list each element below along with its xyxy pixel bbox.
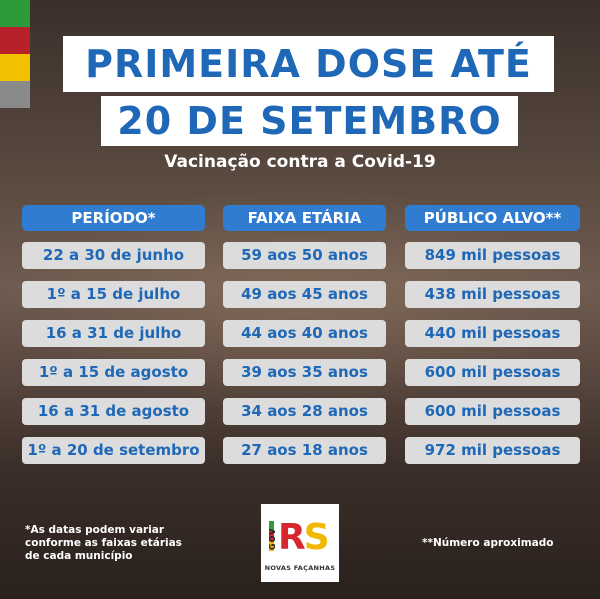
dates-footnote: *As datas podem variar conforme as faixa…: [25, 524, 225, 563]
cell-publico-alvo: 972 mil pessoas: [405, 437, 580, 464]
cell-periodo: 16 a 31 de julho: [22, 320, 205, 347]
stripe-green: [0, 0, 30, 27]
cell-publico-alvo: 600 mil pessoas: [405, 359, 580, 386]
column-publico-alvo: PÚBLICO ALVO** 849 mil pessoas 438 mil p…: [405, 205, 580, 476]
stripe-red: [0, 27, 30, 54]
stripe-yellow: [0, 54, 30, 81]
header-periodo: PERÍODO*: [22, 205, 205, 231]
logo-letter-r: R: [278, 517, 306, 558]
header-faixa-etaria: FAIXA ETÁRIA: [223, 205, 386, 231]
cell-publico-alvo: 440 mil pessoas: [405, 320, 580, 347]
title-line-1: PRIMEIRA DOSE ATÉ: [63, 36, 554, 92]
logo-tagline: NOVAS FAÇANHAS: [264, 564, 336, 572]
approx-footnote: **Número aproximado: [422, 537, 554, 549]
cell-faixa-etaria: 34 aos 28 anos: [223, 398, 386, 425]
logo-rs-mark: RS: [278, 517, 330, 558]
column-faixa-etaria: FAIXA ETÁRIA 59 aos 50 anos 49 aos 45 an…: [223, 205, 386, 476]
subtitle: Vacinação contra a Covid-19: [164, 152, 436, 172]
cell-faixa-etaria: 49 aos 45 anos: [223, 281, 386, 308]
cell-periodo: 1º a 15 de agosto: [22, 359, 205, 386]
header-publico-alvo: PÚBLICO ALVO**: [405, 205, 580, 231]
cell-periodo: 1º a 15 de julho: [22, 281, 205, 308]
gov-rs-logo: RS GOV NOVAS FAÇANHAS: [261, 504, 339, 582]
logo-gov-text: GOV: [268, 527, 277, 550]
column-periodo: PERÍODO* 22 a 30 de junho 1º a 15 de jul…: [22, 205, 205, 476]
dates-footnote-line-3: de cada município: [25, 550, 133, 562]
cell-publico-alvo: 438 mil pessoas: [405, 281, 580, 308]
cell-periodo: 1º a 20 de setembro: [22, 437, 205, 464]
logo-letter-s: S: [303, 517, 330, 558]
stripe-gray: [0, 81, 30, 108]
dates-footnote-line-1: *As datas podem variar: [25, 524, 165, 536]
cell-publico-alvo: 849 mil pessoas: [405, 242, 580, 269]
cell-faixa-etaria: 39 aos 35 anos: [223, 359, 386, 386]
flag-bar-icon: [269, 521, 274, 551]
cell-periodo: 22 a 30 de junho: [22, 242, 205, 269]
title-line-2: 20 DE SETEMBRO: [101, 96, 518, 146]
color-stripes: [0, 0, 30, 108]
dates-footnote-line-2: conforme as faixas etárias: [25, 537, 182, 549]
cell-periodo: 16 a 31 de agosto: [22, 398, 205, 425]
cell-faixa-etaria: 44 aos 40 anos: [223, 320, 386, 347]
cell-faixa-etaria: 27 aos 18 anos: [223, 437, 386, 464]
cell-faixa-etaria: 59 aos 50 anos: [223, 242, 386, 269]
cell-publico-alvo: 600 mil pessoas: [405, 398, 580, 425]
